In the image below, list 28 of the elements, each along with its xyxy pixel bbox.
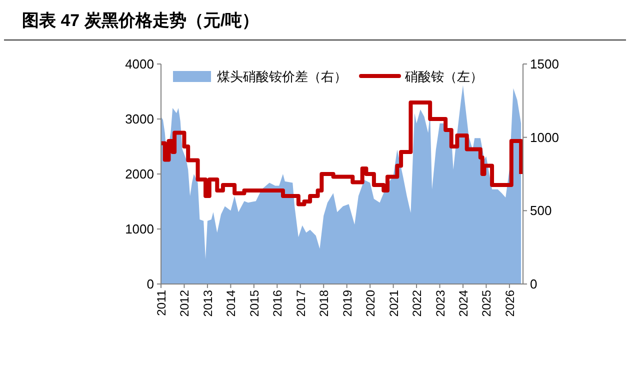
x-tick-label: 2019 (340, 290, 354, 317)
legend-label: 硝酸铵（左） (404, 69, 483, 84)
y2-tick-label: 500 (530, 203, 552, 218)
x-tick-label: 2013 (200, 290, 215, 317)
x-tick-label: 2012 (178, 290, 192, 317)
y-tick-label: 1000 (125, 222, 154, 236)
x-tick-label: 2017 (294, 290, 308, 317)
x-tick-label: 2022 (410, 290, 424, 317)
x-tick-label: 2015 (247, 290, 262, 317)
x-tick-label: 2026 (502, 290, 517, 317)
x-tick-label: 2023 (433, 290, 448, 317)
y-tick-label: 3000 (125, 112, 154, 126)
x-tick-label: 2021 (386, 290, 401, 317)
x-tick-label: 2018 (317, 290, 332, 317)
x-tick-label: 2014 (224, 290, 238, 317)
y-tick-label: 4000 (125, 56, 154, 72)
legend-label: 煤头硝酸铵价差（右） (217, 69, 347, 84)
x-tick-label: 2011 (154, 290, 168, 316)
chart-title: 图表 47 炭黑价格走势（元/吨） (22, 11, 260, 30)
x-tick-label: 2020 (364, 290, 378, 317)
y-tick-label: 0 (146, 276, 154, 292)
x-tick-label: 2016 (270, 290, 285, 317)
y-tick-label: 2000 (125, 166, 154, 182)
y2-tick-label: 0 (530, 276, 538, 292)
y2-tick-label: 1500 (530, 56, 559, 72)
x-tick-label: 2024 (456, 290, 470, 317)
x-tick-label: 2025 (480, 290, 494, 317)
y2-tick-label: 1000 (530, 130, 559, 145)
